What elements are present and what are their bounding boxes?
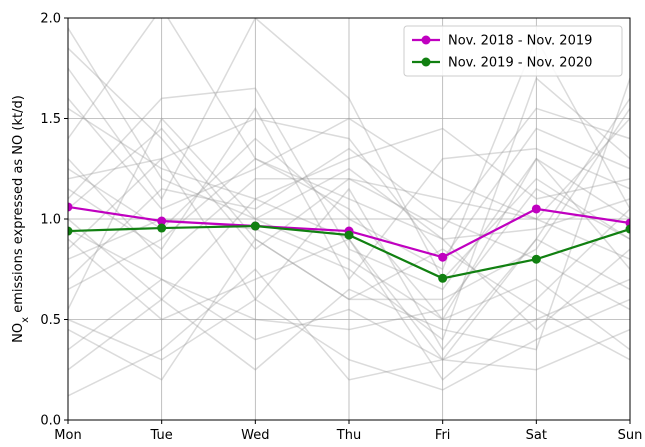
background-line — [68, 158, 630, 261]
series-marker — [157, 223, 167, 233]
legend: Nov. 2018 - Nov. 2019 Nov. 2019 - Nov. 20… — [403, 25, 623, 77]
x-tick-label: Mon — [54, 428, 81, 443]
legend-box — [403, 25, 623, 77]
series-marker — [344, 230, 354, 240]
y-label-rest: emissions expressed as NO (kt/d) — [11, 95, 26, 317]
series-marker — [531, 204, 541, 214]
background-line — [68, 108, 630, 301]
series-marker — [438, 273, 448, 283]
series-marker — [531, 254, 541, 264]
background-line — [68, 18, 630, 281]
background-line — [68, 27, 630, 321]
background-line — [68, 298, 630, 391]
series-marker — [438, 252, 448, 262]
background-line — [68, 157, 630, 351]
background-line — [68, 18, 630, 240]
y-tick-label: 1.0 — [40, 213, 61, 228]
legend-marker — [421, 35, 431, 45]
background-line — [68, 87, 630, 291]
plot-area — [68, 18, 630, 420]
background-line — [68, 187, 630, 351]
legend-label: Nov. 2019 - Nov. 2020 — [448, 56, 592, 71]
y-tick-label: 2.0 — [40, 12, 61, 27]
series-marker — [68, 226, 73, 236]
series-marker — [250, 221, 260, 231]
y-axis-label: NOx emissions expressed as NO (kt/d) — [11, 95, 31, 343]
background-line — [68, 117, 630, 331]
series-marker — [625, 224, 630, 234]
background-line — [68, 78, 630, 371]
background-line — [68, 157, 630, 351]
legend-marker — [421, 57, 431, 67]
x-tick-label: Tue — [150, 428, 173, 443]
background-line — [68, 107, 630, 281]
y-label-sub: x — [20, 317, 31, 323]
x-tick-label: Sat — [526, 428, 547, 443]
y-tick-label: 0.0 — [40, 414, 61, 429]
background-line — [68, 107, 630, 200]
background-line — [68, 47, 630, 251]
legend-label: Nov. 2018 - Nov. 2019 — [448, 34, 592, 49]
background-line — [68, 238, 630, 381]
x-tick-label: Sun — [618, 428, 643, 443]
series-marker — [157, 216, 167, 226]
y-tick-label: 1.5 — [40, 112, 61, 127]
series-marker — [68, 202, 73, 212]
y-tick-label: 0.5 — [40, 313, 61, 328]
background-line — [68, 117, 630, 261]
y-label-main: NO — [11, 323, 26, 343]
background-line — [68, 268, 630, 397]
background-line — [68, 97, 630, 361]
x-tick-label: Fri — [435, 428, 451, 443]
x-tick-label: Wed — [241, 428, 269, 443]
x-tick-label: Thu — [336, 428, 361, 443]
background-line — [68, 97, 630, 220]
